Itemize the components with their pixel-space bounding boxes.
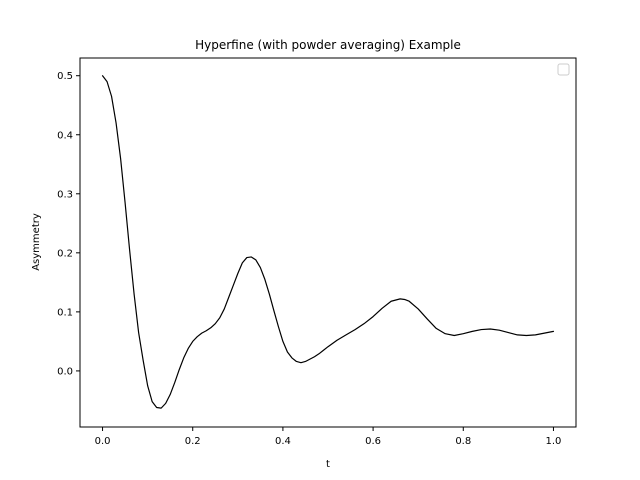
plot-frame xyxy=(79,57,577,428)
x-tick-label: 0.6 xyxy=(365,436,381,447)
x-tick-label: 0.0 xyxy=(95,436,111,447)
y-tick-label: 0.4 xyxy=(57,130,73,141)
x-tick-label: 0.4 xyxy=(275,436,291,447)
y-tick-label: 0.1 xyxy=(57,307,73,318)
y-tick-label: 0.5 xyxy=(57,71,73,82)
axes: 0.0 0.2 0.4 0.6 0.8 1.0 0.0 0.1 0.2 0.3 0.4 0.5 xyxy=(57,71,561,447)
y-tick-label: 0.3 xyxy=(57,189,73,200)
x-tick-label: 1.0 xyxy=(546,436,562,447)
y-axis-label: Asymmetry xyxy=(31,213,42,271)
chart-title: Hyperfine (with powder averaging) Exampl… xyxy=(195,38,461,52)
x-tick-label: 0.8 xyxy=(455,436,471,447)
series-line-0 xyxy=(101,75,555,409)
y-tick-label: 0.0 xyxy=(57,366,73,377)
x-axis-label: t xyxy=(326,459,330,470)
x-tick-label: 0.2 xyxy=(185,436,201,447)
plot-area xyxy=(101,75,555,409)
legend-box xyxy=(557,63,570,76)
y-tick-label: 0.2 xyxy=(57,248,73,259)
